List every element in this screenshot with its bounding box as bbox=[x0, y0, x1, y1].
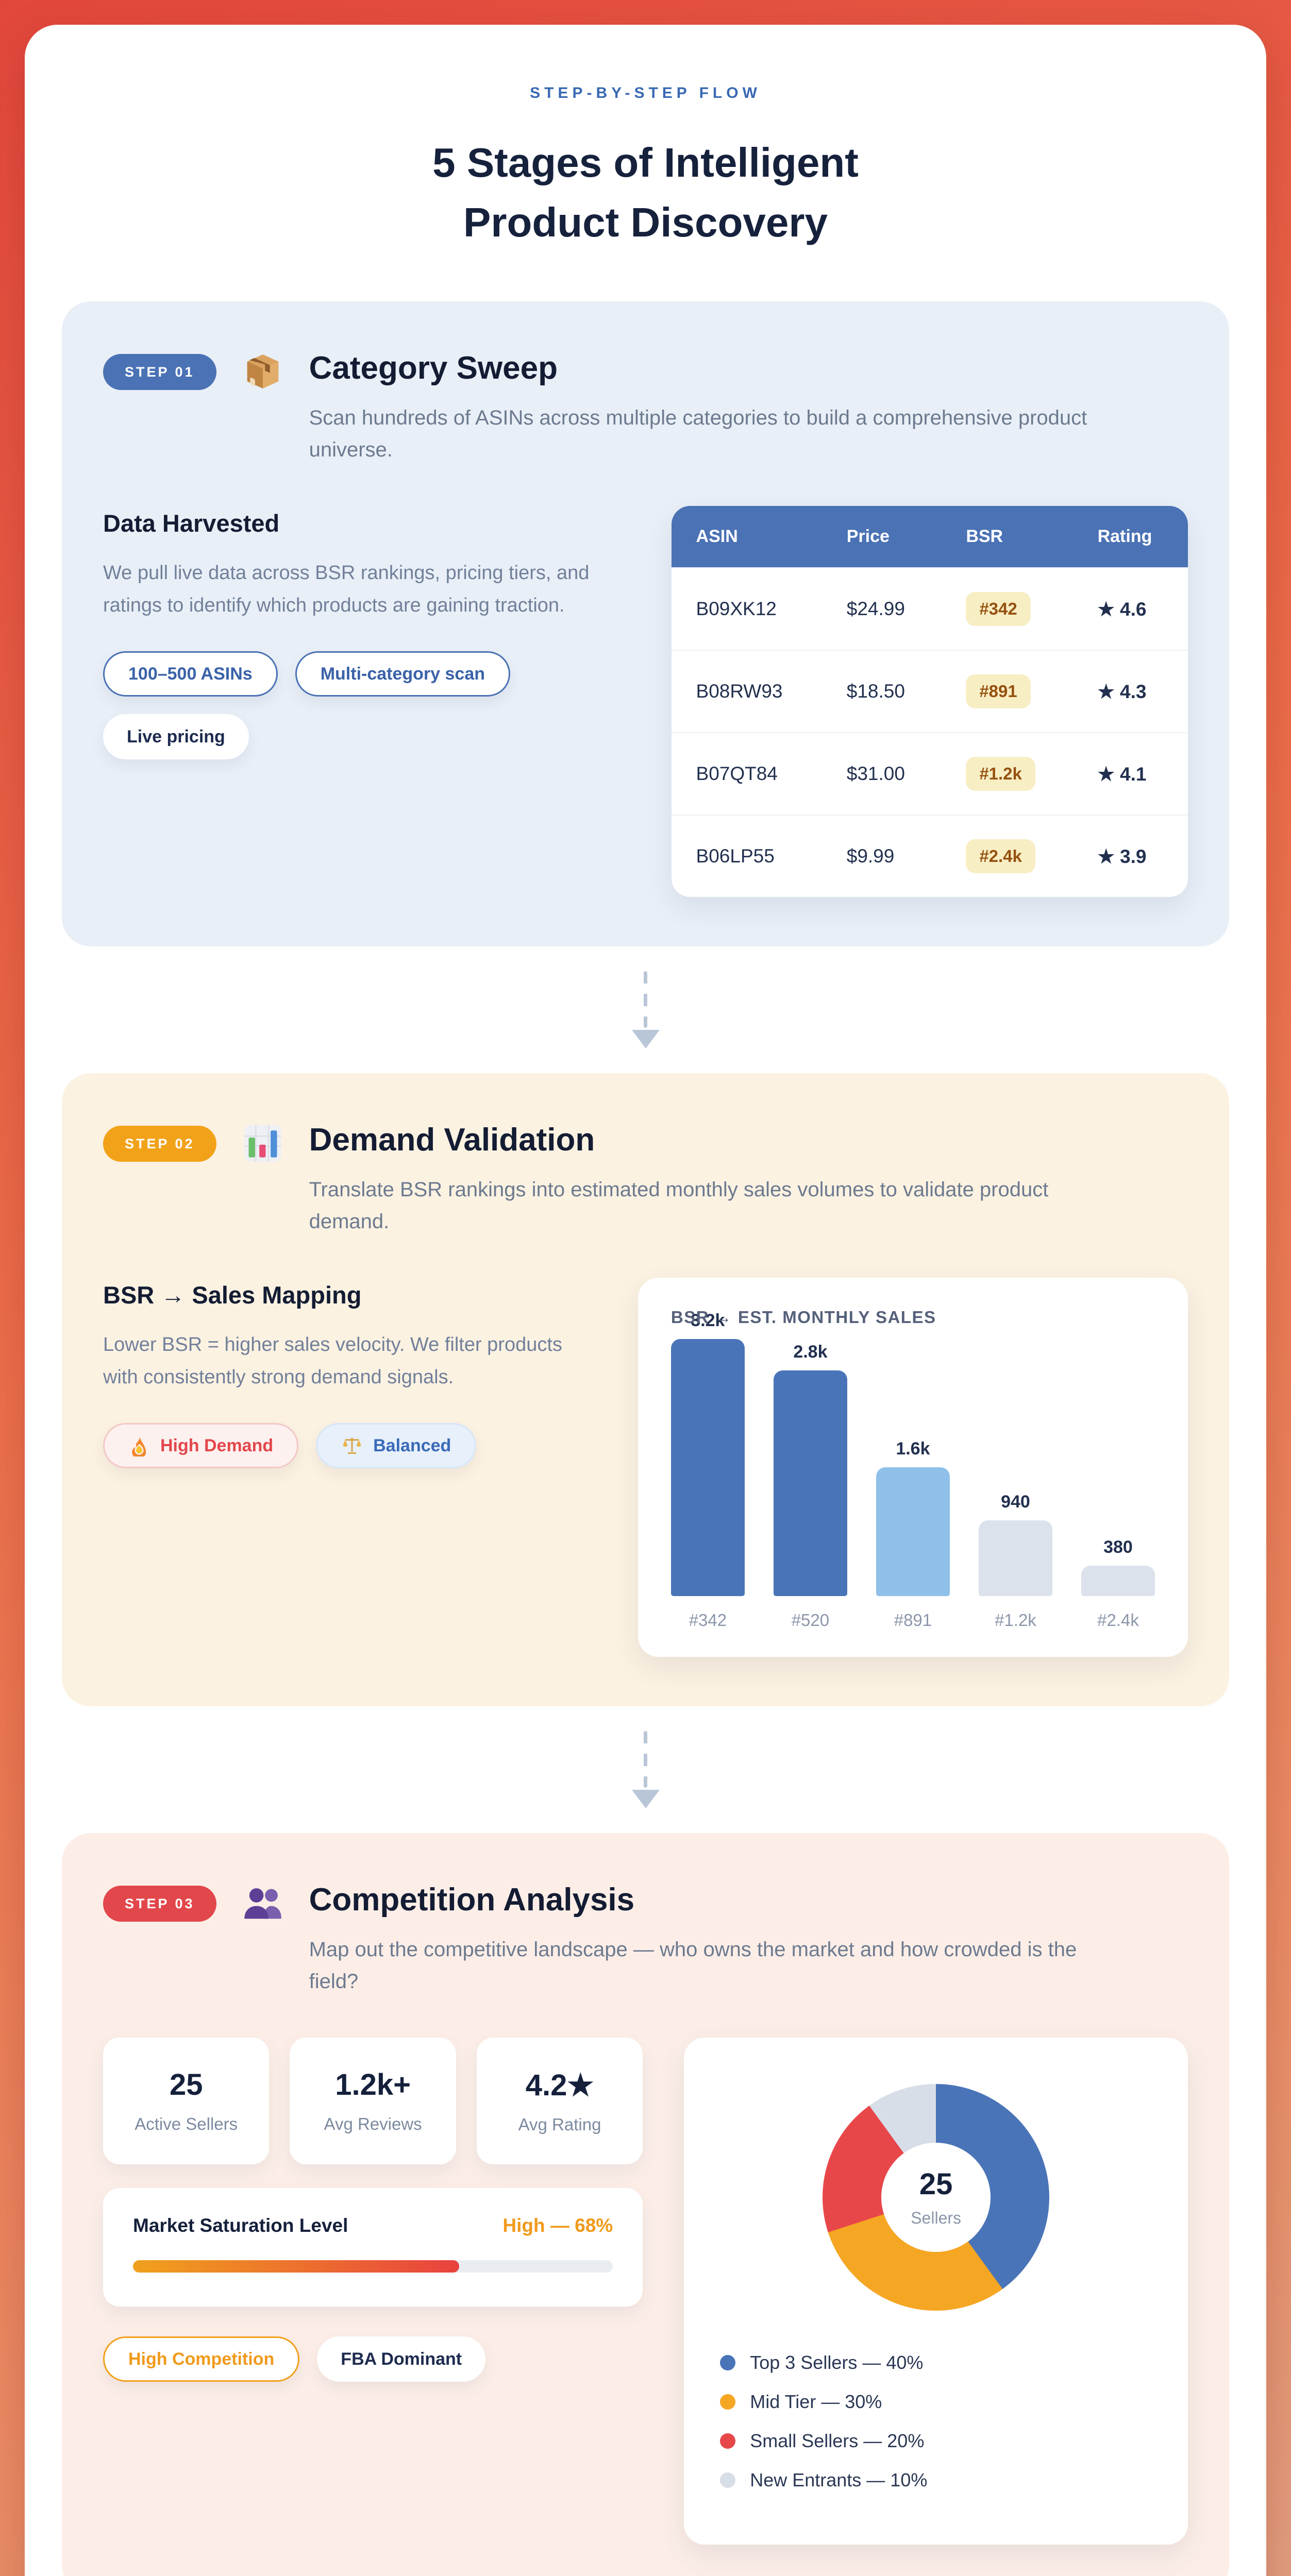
legend-dot bbox=[720, 2472, 736, 2488]
step1-badge: STEP 01 bbox=[103, 354, 216, 390]
rating-value: ★ 3.9 bbox=[1072, 815, 1188, 897]
step1-title: Category Sweep bbox=[309, 350, 558, 386]
saturation-label: Market Saturation Level bbox=[133, 2215, 348, 2236]
col-bsr: BSR bbox=[941, 506, 1073, 568]
stat-avg-reviews: 1.2k+ Avg Reviews bbox=[290, 2038, 456, 2164]
asin-table: ASIN Price BSR Rating B09XK12 $24.99 #34… bbox=[671, 506, 1188, 897]
saturation-value: High — 68% bbox=[502, 2215, 613, 2236]
saturation-card: Market Saturation Level High — 68% bbox=[103, 2188, 643, 2307]
seller-donut-card: 25 Sellers Top 3 Sellers — 40% Mid Tier … bbox=[684, 2038, 1188, 2545]
bar-chart-title: BSR → EST. MONTHLY SALES bbox=[670, 1308, 936, 1327]
seller-donut-chart: 25 Sellers bbox=[823, 2084, 1050, 2311]
step3-title: Competition Analysis bbox=[309, 1882, 635, 1918]
col-rating: Rating bbox=[1072, 506, 1188, 568]
legend-item: Top 3 Sellers — 40% bbox=[720, 2352, 1152, 2374]
bar-#1.2k: 940 #1.2k bbox=[978, 1311, 1052, 1630]
chip-multi-category: Multi-category scan bbox=[295, 651, 511, 697]
step-card-demand-validation: STEP 02 Demand Validation Translate BSR … bbox=[62, 1073, 1229, 1706]
stats-row: 25 Active Sellers 1.2k+ Avg Reviews 4.2★… bbox=[103, 2038, 643, 2164]
bar-chart: 3.2k #342 2.8k #520 1.6k #891 940 #1.2k 380 #2.4k bbox=[670, 1311, 1155, 1630]
bsr-sales-chart-card: BSR → EST. MONTHLY SALES 3.2k #342 2.8k #52… bbox=[638, 1278, 1188, 1657]
step2-body: Lower BSR = higher sales velocity. We fi… bbox=[103, 1334, 562, 1388]
table-row: B06LP55 $9.99 #2.4k ★ 3.9 bbox=[671, 815, 1188, 897]
flow-connector bbox=[62, 1706, 1229, 1833]
scale-icon bbox=[343, 1437, 361, 1454]
bsr-badge: #2.4k bbox=[966, 839, 1035, 873]
step3-chips: High Competition FBA Dominant bbox=[103, 2336, 643, 2382]
fire-icon bbox=[132, 1436, 146, 1457]
bar-#2.4k: 380 #2.4k bbox=[1081, 1311, 1155, 1630]
main-sheet: STEP-BY-STEP FLOW 5 Stages of Intelligen… bbox=[25, 25, 1266, 2576]
bar-#342: 3.2k #342 bbox=[670, 1311, 745, 1630]
stat-active-sellers: 25 Active Sellers bbox=[103, 2038, 270, 2164]
step3-badge: STEP 03 bbox=[103, 1886, 216, 1922]
chip-live-pricing: Live pricing bbox=[103, 714, 249, 760]
connector-dash bbox=[644, 1731, 647, 1788]
step1-body: We pull live data across BSR rankings, p… bbox=[103, 562, 590, 616]
busts-icon bbox=[240, 1880, 286, 1926]
step3-titles: Competition Analysis Map out the competi… bbox=[309, 1877, 1113, 1997]
step1-subtitle: Scan hundreds of ASINs across multiple c… bbox=[309, 406, 1087, 461]
asin-table-card: ASIN Price BSR Rating B09XK12 $24.99 #34… bbox=[671, 506, 1188, 897]
step2-chips: High Demand Balanced bbox=[103, 1423, 597, 1469]
rating-value: ★ 4.6 bbox=[1072, 567, 1188, 650]
step2-titles: Demand Validation Translate BSR rankings… bbox=[309, 1117, 1113, 1238]
page-title: 5 Stages of Intelligent Product Discover… bbox=[432, 140, 859, 245]
step-card-category-sweep: STEP 01 Category Sweep Scan hundreds of … bbox=[62, 301, 1229, 946]
flow-connector bbox=[62, 946, 1229, 1073]
step3-header: STEP 03 Competition Analysis Map out the… bbox=[103, 1877, 1188, 1997]
step2-header: STEP 02 Demand Validation Translate BSR … bbox=[103, 1117, 1188, 1238]
saturation-fill bbox=[133, 2260, 460, 2273]
step1-header: STEP 01 Category Sweep Scan hundreds of … bbox=[103, 346, 1188, 466]
donut-center: 25 Sellers bbox=[881, 2143, 991, 2252]
table-row: B08RW93 $18.50 #891 ★ 4.3 bbox=[671, 650, 1188, 733]
step1-chips: 100–500 ASINs Multi-category scan Live p… bbox=[103, 651, 630, 760]
legend-dot bbox=[720, 2433, 736, 2449]
legend-item: New Entrants — 10% bbox=[720, 2469, 1152, 2491]
stat-avg-rating: 4.2★ Avg Rating bbox=[476, 2038, 643, 2164]
col-price: Price bbox=[821, 506, 942, 568]
col-asin: ASIN bbox=[671, 506, 822, 568]
rating-value: ★ 4.3 bbox=[1072, 650, 1188, 733]
chip-balanced: Balanced bbox=[316, 1423, 477, 1469]
bsr-badge: #342 bbox=[966, 592, 1031, 626]
step3-subtitle: Map out the competitive landscape — who … bbox=[309, 1938, 1077, 1993]
package-icon bbox=[240, 349, 286, 394]
bar-chart-icon bbox=[240, 1121, 286, 1166]
bar-#891: 1.6k #891 bbox=[876, 1311, 950, 1630]
chip-asins: 100–500 ASINs bbox=[103, 651, 278, 697]
bar-#520: 2.8k #520 bbox=[773, 1311, 847, 1630]
step2-badge: STEP 02 bbox=[103, 1126, 216, 1162]
chip-high-competition: High Competition bbox=[103, 2336, 300, 2382]
table-header-row: ASIN Price BSR Rating bbox=[671, 506, 1188, 568]
arrow-down-icon bbox=[631, 1790, 660, 1808]
page-header: STEP-BY-STEP FLOW 5 Stages of Intelligen… bbox=[62, 69, 1229, 301]
table-row: B09XK12 $24.99 #342 ★ 4.6 bbox=[671, 567, 1188, 650]
bsr-badge: #1.2k bbox=[966, 757, 1035, 791]
donut-legend: Top 3 Sellers — 40% Mid Tier — 30% Small… bbox=[720, 2352, 1152, 2491]
table-row: B07QT84 $31.00 #1.2k ★ 4.1 bbox=[671, 732, 1188, 815]
step-card-competition-analysis: STEP 03 Competition Analysis Map out the… bbox=[62, 1833, 1229, 2576]
chip-high-demand: High Demand bbox=[103, 1423, 299, 1469]
step2-subtitle: Translate BSR rankings into estimated mo… bbox=[309, 1178, 1049, 1233]
legend-item: Small Sellers — 20% bbox=[720, 2430, 1152, 2452]
arrow-down-icon bbox=[631, 1030, 660, 1048]
connector-dash bbox=[644, 971, 647, 1028]
chip-fba-dominant: FBA Dominant bbox=[317, 2336, 486, 2382]
flow-eyebrow: STEP-BY-STEP FLOW bbox=[530, 84, 761, 101]
saturation-track bbox=[133, 2260, 613, 2273]
rating-value: ★ 4.1 bbox=[1072, 732, 1188, 815]
bsr-badge: #891 bbox=[966, 674, 1031, 708]
step2-title: Demand Validation bbox=[309, 1122, 595, 1158]
step1-titles: Category Sweep Scan hundreds of ASINs ac… bbox=[309, 346, 1113, 466]
step2-heading: BSR → Sales Mapping bbox=[103, 1281, 362, 1309]
legend-dot bbox=[720, 2355, 736, 2370]
legend-dot bbox=[720, 2394, 736, 2410]
legend-item: Mid Tier — 30% bbox=[720, 2391, 1152, 2413]
step1-heading: Data Harvested bbox=[103, 510, 280, 537]
